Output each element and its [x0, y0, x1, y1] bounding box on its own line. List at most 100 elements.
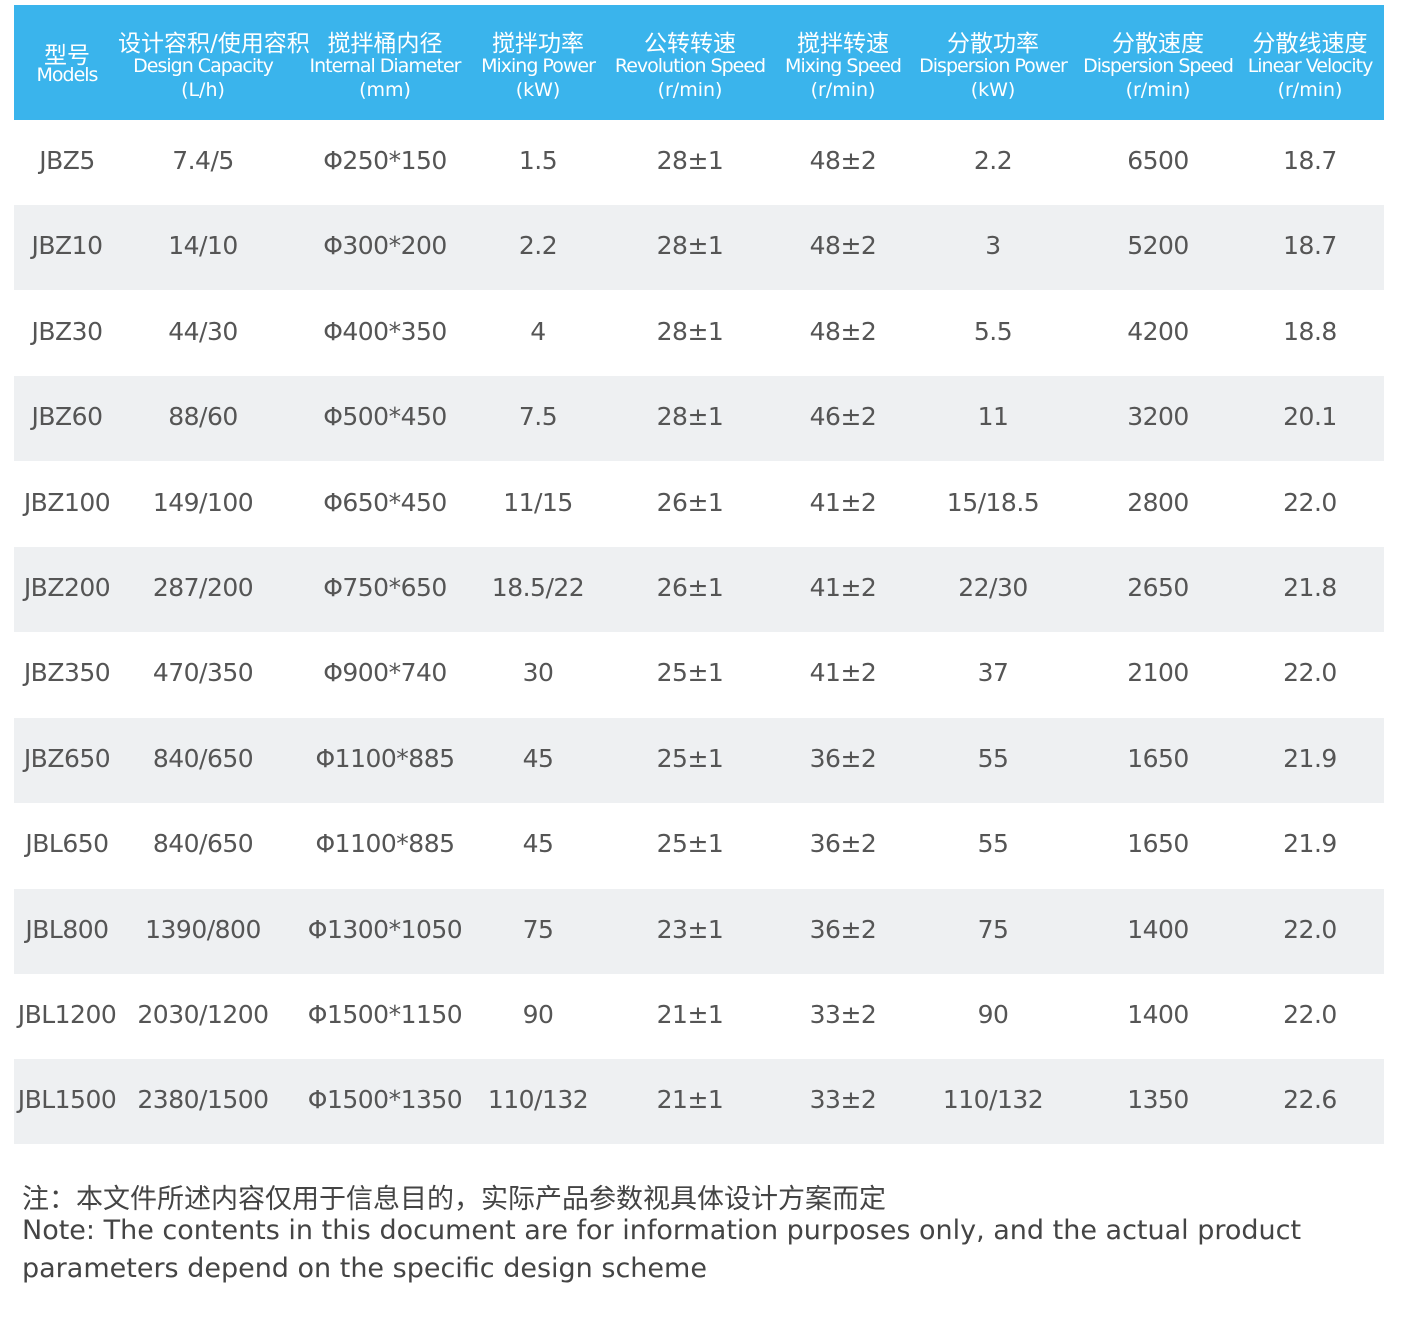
table-cell: 21±1 — [656, 1000, 724, 1029]
header-zh: 型号 — [44, 43, 90, 69]
table-cell: 2.2 — [518, 231, 558, 261]
header-unit: (kW) — [515, 79, 561, 101]
table-cell: 37 — [977, 658, 1009, 688]
table-cell: 36±2 — [809, 914, 877, 944]
header-unit: (r/min) — [1125, 79, 1191, 101]
table-cell: 4 — [530, 316, 546, 346]
table-cell: 3200 — [1127, 402, 1189, 432]
table-cell: 44/30 — [168, 316, 238, 346]
table-cell: JBZ100 — [23, 487, 111, 517]
table-row — [14, 888, 1384, 974]
table-cell: 2800 — [1127, 487, 1189, 517]
header-en: Design Capacity — [133, 55, 274, 77]
note-line: Note: The contents in this document are … — [22, 1215, 1302, 1246]
table-cell: 7.5 — [518, 402, 558, 432]
table-cell: Φ900*740 — [323, 658, 447, 688]
table-cell: 48±2 — [809, 146, 877, 175]
header-en: Dispersion Speed — [1083, 55, 1234, 77]
table-cell: 55 — [977, 829, 1009, 859]
table-cell: 25±1 — [656, 829, 724, 859]
table-cell: 30 — [522, 658, 554, 688]
header-unit: (r/min) — [657, 79, 723, 101]
table-cell: 21.9 — [1283, 829, 1337, 859]
table-cell: 28±1 — [656, 402, 724, 432]
table-row — [14, 376, 1384, 462]
table-cell: 4200 — [1127, 316, 1189, 346]
table-cell: 41±2 — [809, 573, 877, 602]
table-cell: 45 — [522, 829, 554, 859]
header-en: Mixing Speed — [785, 55, 902, 77]
header-zh: 搅拌桶内径 — [327, 31, 443, 57]
table-cell: 33±2 — [809, 1085, 877, 1115]
header-unit: (L/h) — [181, 79, 225, 101]
table-cell: 1400 — [1127, 914, 1189, 944]
table-cell: 2.2 — [973, 146, 1013, 175]
table-cell: 20.1 — [1283, 402, 1337, 432]
table-cell: 41±2 — [809, 658, 877, 688]
table-cell: 110/132 — [942, 1085, 1044, 1115]
table-cell: 28±1 — [656, 146, 724, 175]
table-cell: 46±2 — [809, 402, 877, 432]
table-cell: 48±2 — [809, 231, 877, 261]
table-cell: 90 — [522, 1000, 554, 1029]
note-line: 注：本文件所述内容仅用于信息目的，实际产品参数视具体设计方案而定 — [22, 1184, 886, 1215]
table-cell: 110/132 — [487, 1085, 589, 1115]
table-cell: JBZ350 — [23, 658, 111, 688]
header-zh: 搅拌转速 — [797, 31, 889, 57]
table-cell: Φ400*350 — [323, 316, 447, 346]
table-cell: 45 — [522, 743, 554, 773]
table-cell: 2100 — [1127, 658, 1189, 688]
table-cell: 18.7 — [1283, 231, 1337, 261]
table-cell: 75 — [522, 914, 554, 944]
header-zh: 搅拌功率 — [492, 31, 584, 57]
table-cell: 55 — [977, 743, 1009, 773]
table-cell: 11 — [977, 402, 1009, 432]
table-cell: 25±1 — [656, 658, 724, 688]
table-cell: Φ1100*885 — [315, 829, 455, 859]
table-cell: JBZ10 — [31, 231, 103, 261]
table-cell: 6500 — [1127, 146, 1189, 175]
note-line: parameters depend on the specific design… — [22, 1253, 707, 1284]
header-en: Mixing Power — [481, 55, 596, 77]
table-cell: 26±1 — [656, 573, 724, 602]
table-cell: 18.7 — [1283, 146, 1337, 175]
header-unit: (r/min) — [1277, 79, 1343, 101]
table-cell: 15/18.5 — [946, 487, 1040, 517]
table-cell: 14/10 — [168, 231, 238, 261]
table-cell: JBL1500 — [17, 1085, 117, 1115]
table-cell: JBZ5 — [39, 146, 95, 175]
table-cell: Φ1100*885 — [315, 743, 455, 773]
header-unit: (mm) — [359, 79, 411, 101]
table-row — [14, 717, 1384, 803]
table-cell: 840/650 — [152, 829, 254, 859]
table-cell: 5200 — [1127, 231, 1189, 261]
table-cell: JBZ60 — [31, 402, 103, 432]
table-cell: 22.0 — [1283, 487, 1337, 517]
table-cell: 36±2 — [809, 743, 877, 773]
header-band — [14, 5, 1384, 120]
table-cell: 840/650 — [152, 743, 254, 773]
table-cell: 33±2 — [809, 1000, 877, 1029]
header-en: Internal Diameter — [309, 55, 462, 77]
table-cell: 75 — [977, 914, 1009, 944]
table-cell: 2650 — [1127, 573, 1189, 602]
table-cell: 1650 — [1127, 829, 1189, 859]
header-unit: (kW) — [970, 79, 1016, 101]
header-en: Revolution Speed — [614, 55, 766, 77]
table-cell: 1.5 — [518, 146, 558, 175]
table-cell: JBL650 — [25, 829, 109, 859]
table-cell: 5.5 — [973, 316, 1013, 346]
table-cell: 22.0 — [1283, 914, 1337, 944]
table-cell: 23±1 — [656, 914, 724, 944]
header-zh: 分散速度 — [1112, 31, 1204, 57]
table-cell: 2030/1200 — [137, 1000, 269, 1029]
table-cell: 7.4/5 — [172, 146, 234, 175]
table-cell: 18.8 — [1283, 316, 1337, 346]
table-cell: JBL1200 — [17, 1000, 117, 1029]
table-cell: 287/200 — [152, 573, 254, 602]
table-cell: 88/60 — [168, 402, 238, 432]
table-cell: 1350 — [1127, 1085, 1189, 1115]
table-cell: Φ1500*1350 — [307, 1085, 463, 1115]
table-cell: Φ300*200 — [323, 231, 447, 261]
